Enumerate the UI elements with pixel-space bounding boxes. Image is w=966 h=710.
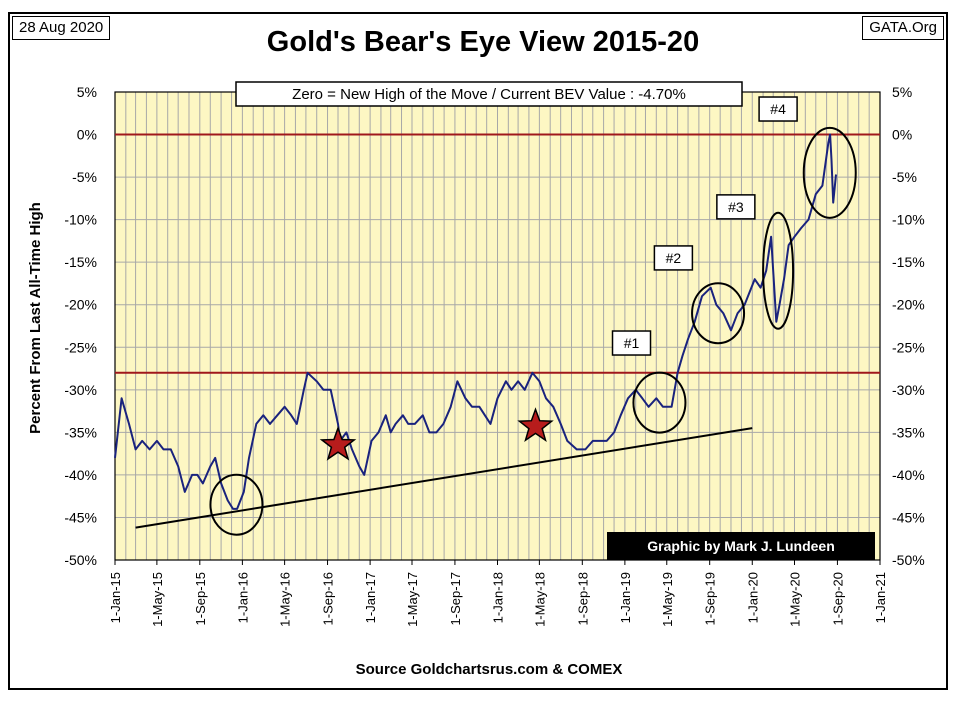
y-tick-label-left: -25% [64, 339, 97, 355]
y-tick-label-left: -5% [72, 169, 97, 185]
x-tick-label: 1-Sep-17 [448, 572, 463, 625]
annotation-label: #4 [770, 101, 786, 117]
y-tick-label-left: -45% [64, 509, 97, 525]
chart-title: Gold's Bear's Eye View 2015-20 [266, 26, 700, 58]
x-tick-label: 1-Sep-16 [321, 572, 336, 625]
y-tick-label-left: -20% [64, 297, 97, 313]
x-tick-label: 1-May-20 [787, 572, 802, 627]
date-label: 28 Aug 2020 [12, 16, 111, 40]
series-line [114, 133, 837, 510]
y-tick-label-right: -20% [892, 297, 925, 313]
y-tick-label-left: -50% [64, 552, 97, 568]
x-tick-label: 1-May-15 [150, 572, 165, 627]
trend-line [135, 427, 753, 529]
x-tick-label: 1-Jan-16 [235, 572, 250, 623]
y-tick-label-left: -35% [64, 424, 97, 440]
highlight-circle [632, 371, 687, 434]
highlight-circle [691, 282, 746, 345]
star-marker [319, 425, 357, 461]
x-tick-label: 1-May-19 [660, 572, 675, 627]
y-tick-label-right: -10% [892, 212, 925, 228]
x-tick-label: 1-May-18 [532, 572, 547, 627]
x-tick-label: 1-Jan-21 [873, 572, 888, 623]
y-tick-label-right: 0% [892, 127, 912, 143]
y-tick-label-right: -5% [892, 169, 917, 185]
annotation-box [758, 96, 798, 122]
y-tick-label-right: -40% [892, 467, 925, 483]
y-tick-label-left: -10% [64, 212, 97, 228]
y-tick-label-right: -15% [892, 254, 925, 270]
x-tick-label: 1-Jan-17 [363, 572, 378, 623]
y-tick-label-right: -35% [892, 424, 925, 440]
star-marker [517, 407, 554, 442]
x-tick-label: 1-Jan-15 [108, 572, 123, 623]
y-tick-label-left: 0% [77, 127, 97, 143]
y-tick-label-left: 5% [77, 84, 97, 100]
y-axis-title: Percent From Last All-Time High [27, 202, 44, 434]
credit-box [607, 532, 875, 560]
y-tick-label-left: -15% [64, 254, 97, 270]
subtitle-box [235, 81, 743, 107]
annotation-box [611, 330, 652, 356]
annotation-box [716, 194, 756, 220]
x-tick-label: 1-Jan-19 [618, 572, 633, 623]
annotation-label: #1 [624, 335, 640, 351]
x-tick-label: 1-Sep-19 [703, 572, 718, 625]
chart-subtitle: Zero = New High of the Move / Current BE… [292, 86, 686, 103]
x-tick-label: 1-Sep-15 [193, 572, 208, 625]
highlight-circle [762, 211, 795, 330]
annotation-box [653, 245, 694, 271]
x-tick-label: 1-Sep-18 [575, 572, 590, 625]
annotation-label: #3 [728, 199, 744, 215]
x-tick-label: 1-May-17 [405, 572, 420, 627]
credit-label: Graphic by Mark J. Lundeen [647, 538, 835, 554]
x-tick-label: 1-Jan-20 [745, 572, 760, 623]
x-tick-label: 1-Sep-20 [830, 572, 845, 625]
source-tag: GATA.Org [862, 16, 944, 40]
annotation-label: #2 [666, 250, 682, 266]
y-tick-label-right: -50% [892, 552, 925, 568]
y-tick-label-right: -45% [892, 509, 925, 525]
y-tick-label-left: -40% [64, 467, 97, 483]
highlight-circle [209, 473, 264, 536]
x-tick-label: 1-May-16 [278, 572, 293, 627]
y-tick-label-left: -30% [64, 382, 97, 398]
highlight-circle [802, 126, 857, 219]
x-tick-label: 1-Jan-18 [491, 572, 506, 623]
y-tick-label-right: -30% [892, 382, 925, 398]
x-axis-title: Source Goldchartsrus.com & COMEX [356, 661, 623, 678]
y-tick-label-right: -25% [892, 339, 925, 355]
y-tick-label-right: 5% [892, 84, 912, 100]
